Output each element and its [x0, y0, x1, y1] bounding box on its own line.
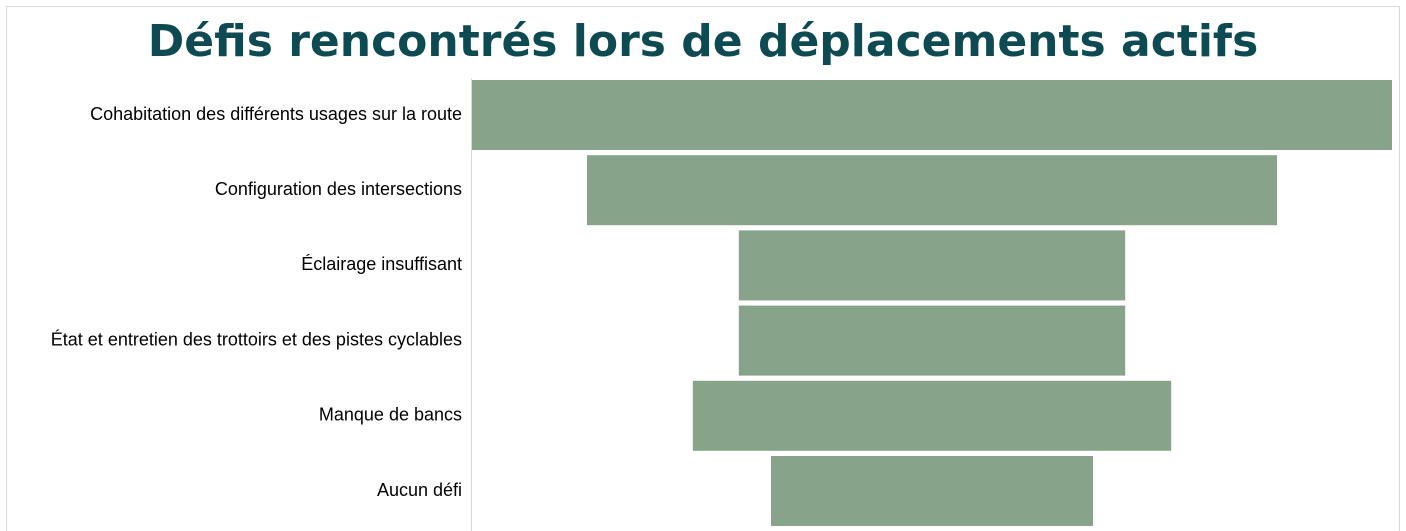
category-label: Manque de bancs	[319, 405, 462, 425]
funnel-bar	[738, 305, 1126, 376]
category-label: État et entretien des trottoirs et des p…	[51, 329, 462, 349]
category-label: Aucun défi	[377, 480, 462, 500]
funnel-bar	[771, 456, 1093, 526]
category-label: Cohabitation des différents usages sur l…	[90, 104, 462, 124]
category-label: Configuration des intersections	[215, 179, 462, 199]
funnel-bar	[692, 380, 1172, 451]
frame	[6, 6, 1400, 531]
chart-title: Défis rencontrés lors de déplacements ac…	[148, 16, 1259, 67]
funnel-bar	[472, 80, 1392, 150]
category-label: Éclairage insuffisant	[301, 254, 462, 274]
funnel-bar	[587, 155, 1277, 226]
funnel-bar	[738, 230, 1126, 301]
